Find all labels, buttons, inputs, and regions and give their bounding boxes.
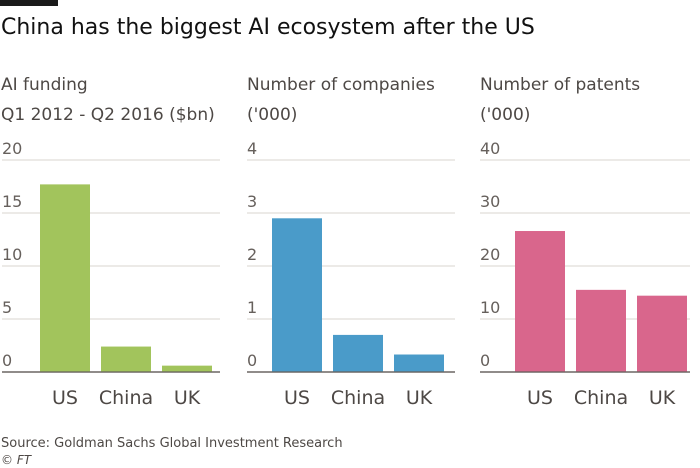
panel-3-title-line2: ('000) [480,105,531,125]
panel-2-ytick-label: 2 [247,245,257,264]
panel-3-ytick-label: 40 [480,139,500,158]
header-accent-bar [0,0,58,6]
panel-1-ytick-label: 10 [2,245,22,264]
panel-1-ytick-label: 5 [2,298,12,317]
panel-3-category-label: UK [649,387,676,409]
panel-3-ytick-label: 0 [480,351,490,370]
panel-2-title-line2: ('000) [247,105,298,125]
panel-2-bar-uk [394,354,444,372]
panel-3-subtitle: Number of patents ('000) [480,70,640,130]
panel-1-title-line2: Q1 2012 - Q2 2016 ($bn) [1,105,215,125]
panel-2-category-label: US [284,387,310,409]
panel-1-bar-us [40,184,90,372]
source-note: Source: Goldman Sachs Global Investment … [1,436,343,451]
panel-2-category-label: UK [406,387,433,409]
panel-3-title-line1: Number of patents [480,75,641,95]
panel-3-ytick-label: 30 [480,192,500,211]
panel-1-bar-uk [162,365,212,372]
panel-1-category-label: China [99,387,153,409]
panel-3-category-label: US [527,387,553,409]
panel-1-category-label: US [52,387,78,409]
panel-3-ytick-label: 10 [480,298,500,317]
panel-2-bar-us [272,218,322,372]
panel-3-category-label: China [574,387,628,409]
panel-2-ytick-label: 1 [247,298,257,317]
panel-2-ytick-label: 3 [247,192,257,211]
panel-1-category-label: UK [174,387,201,409]
panel-3-bar-uk [637,295,687,372]
ft-credit: © FT [1,453,32,467]
panel-2-subtitle: Number of companies ('000) [247,70,435,130]
chart-title: China has the biggest AI ecosystem after… [1,15,535,40]
panel-2-category-label: China [331,387,385,409]
panel-2-ytick-label: 0 [247,351,257,370]
panel-2-title-line1: Number of companies [247,75,435,95]
panel-2-bar-china [333,334,383,372]
panel-1-ytick-label: 0 [2,351,12,370]
panel-1-title-line1: AI funding [1,75,88,95]
panel-3-bar-china [576,289,626,372]
panel-3-ytick-label: 20 [480,245,500,264]
panel-1-subtitle: AI funding Q1 2012 - Q2 2016 ($bn) [1,70,215,130]
panel-3-bar-us [515,231,565,372]
panel-1-bar-china [101,346,151,372]
panel-2-ytick-label: 4 [247,139,257,158]
panel-1-ytick-label: 20 [2,139,22,158]
panel-1-ytick-label: 15 [2,192,22,211]
